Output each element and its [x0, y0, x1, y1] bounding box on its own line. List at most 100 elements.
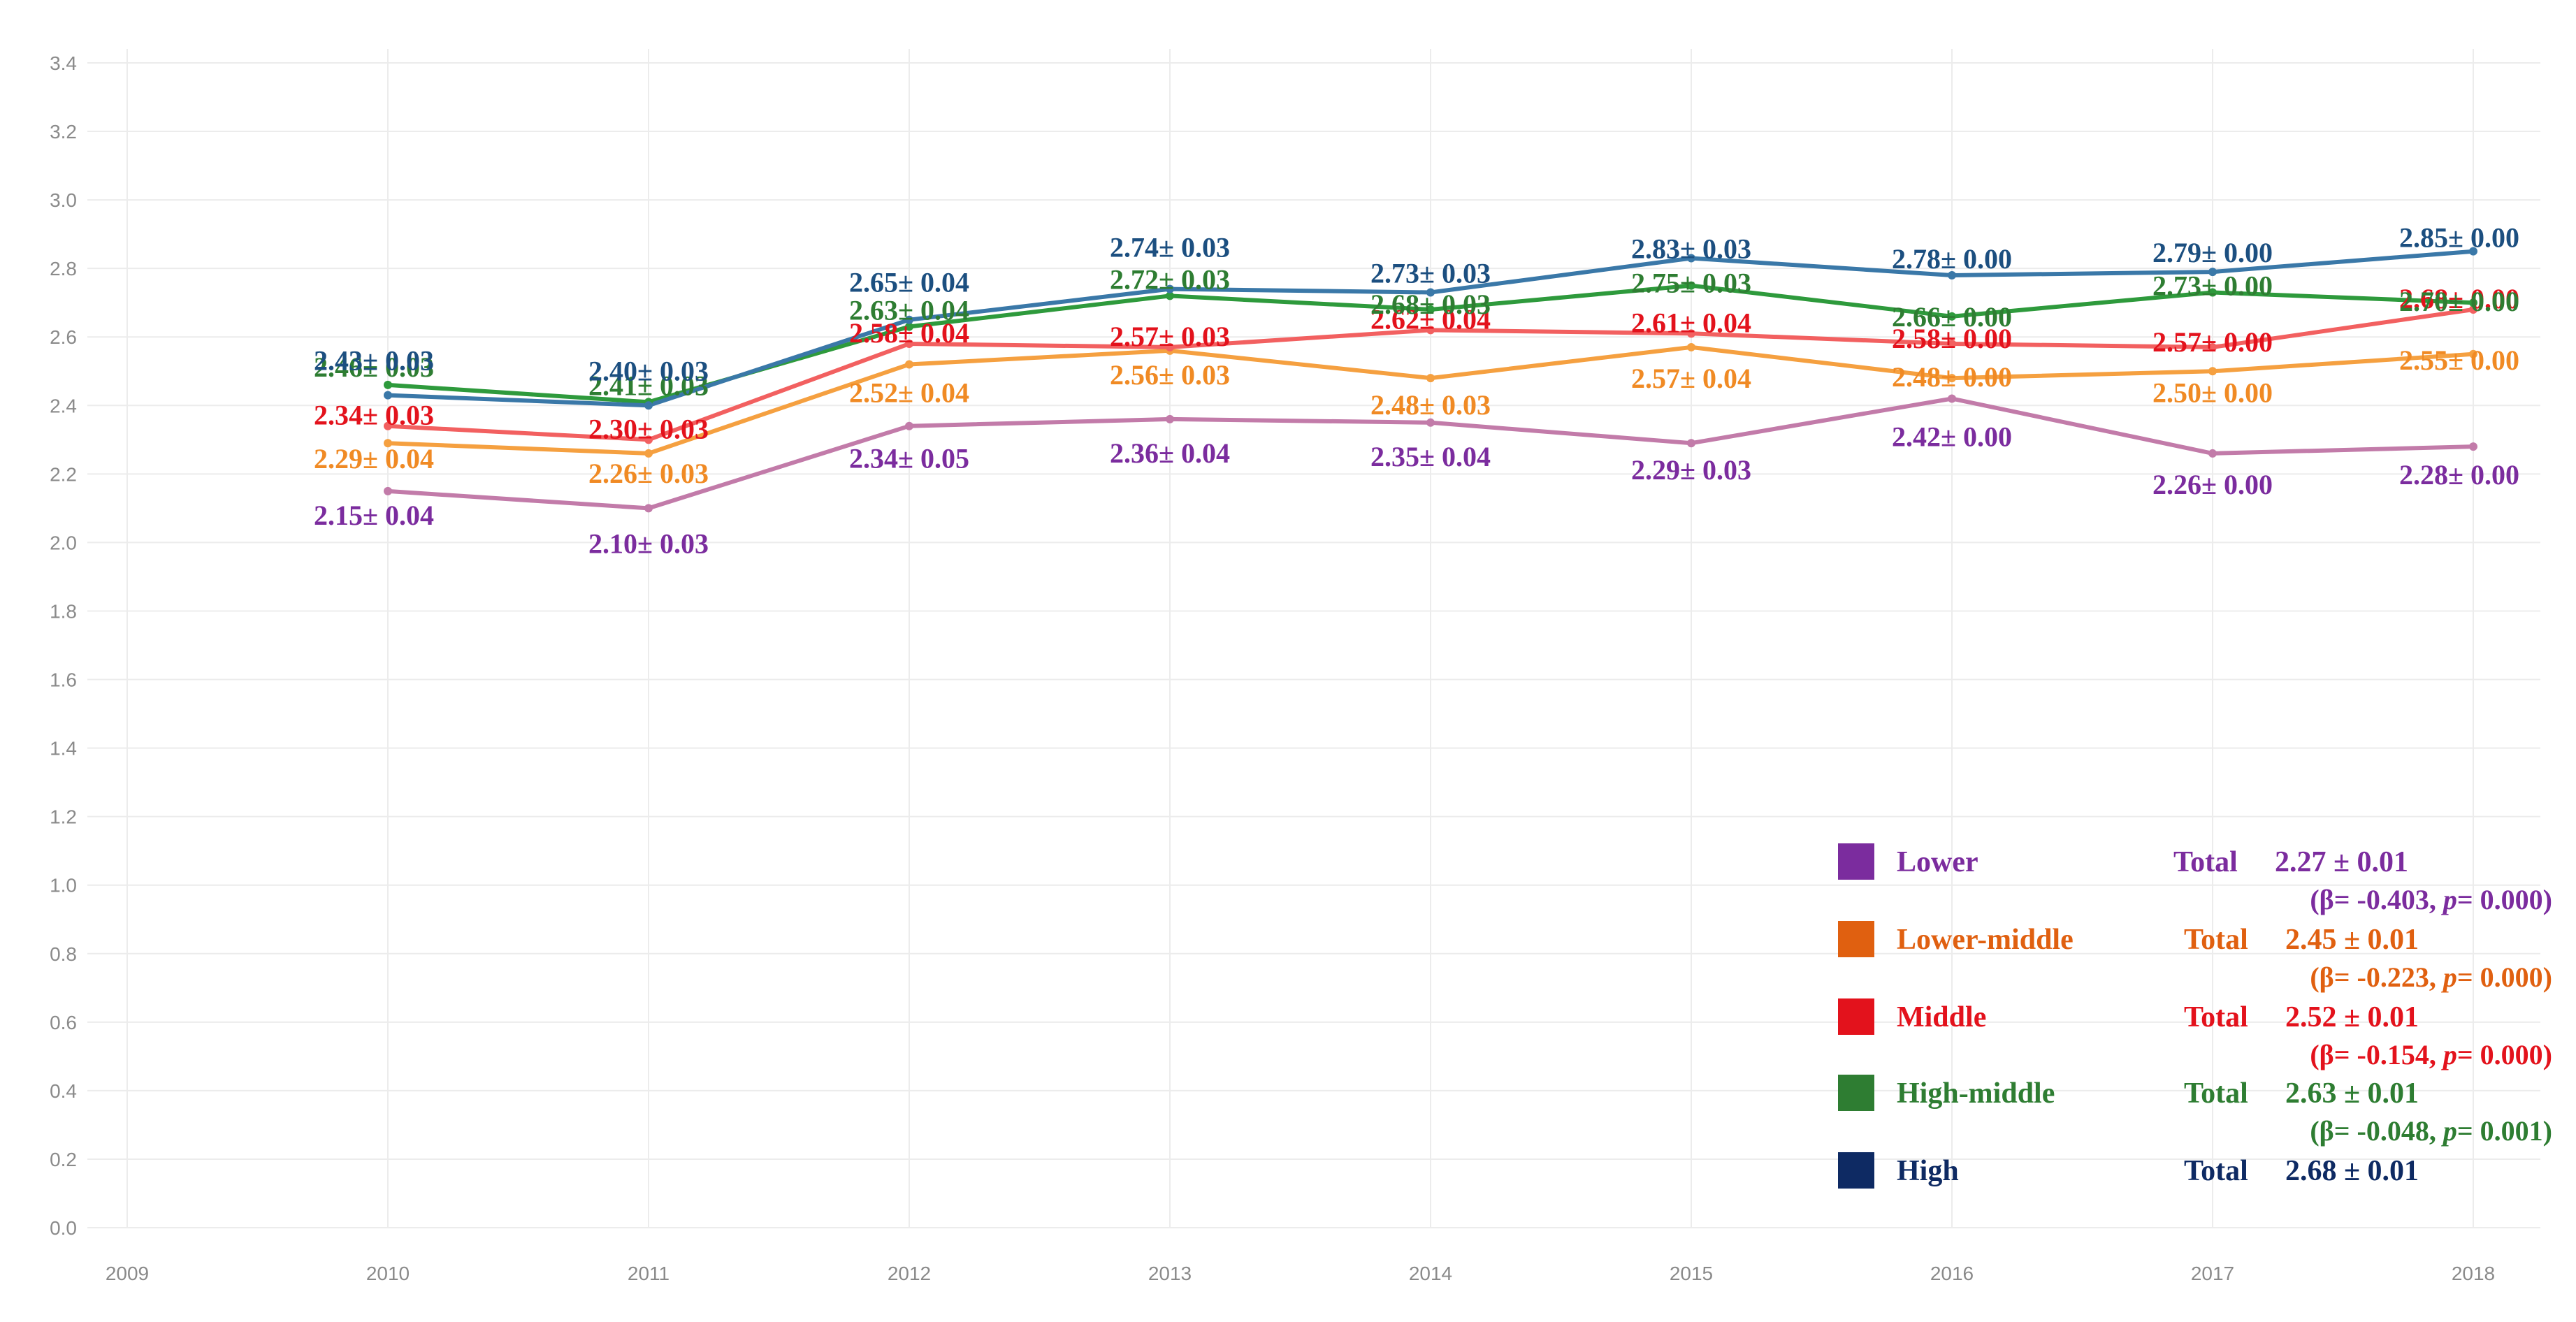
data-label-high: 2.65± 0.04: [849, 267, 969, 298]
data-point-middle: [1687, 329, 1695, 338]
data-point-lower: [644, 504, 653, 513]
data-point-high-middle: [2208, 288, 2217, 297]
legend-regression-stat: (β= -0.048, p= 0.001): [2310, 1115, 2552, 1147]
data-point-high: [384, 391, 392, 400]
legend-label-lower: Lower: [1897, 846, 1978, 878]
y-tick-label: 2.6: [50, 326, 77, 348]
data-label-middle: 2.58± 0.00: [1892, 323, 2012, 354]
x-tick-label: 2018: [2452, 1263, 2495, 1284]
data-label-high-middle: 2.72± 0.03: [1110, 263, 1230, 295]
data-label-middle: 2.57± 0.00: [2152, 326, 2273, 358]
data-label-lower-middle: 2.52± 0.04: [849, 377, 969, 408]
data-label-lower: 2.28± 0.00: [2399, 459, 2519, 491]
data-label-lower-middle: 2.56± 0.03: [1110, 359, 1230, 391]
y-tick-label: 1.4: [50, 738, 77, 760]
legend-total-word: Total: [2184, 1155, 2248, 1187]
stat-beta: (β= -0.223,: [2310, 961, 2443, 993]
data-point-high: [2469, 247, 2477, 256]
legend: Lower Total 2.27 ± 0.01(β= -0.403, p= 0.00…: [1838, 843, 2552, 1189]
y-tick-label: 2.2: [50, 463, 77, 485]
stat-p-value: = 0.000): [2457, 1039, 2552, 1070]
data-point-lower: [1948, 394, 1956, 403]
data-point-middle: [1166, 342, 1174, 351]
data-point-lower-middle: [905, 360, 913, 369]
stat-p-symbol: p: [2441, 1115, 2457, 1147]
data-label-lower: 2.36± 0.04: [1110, 437, 1230, 469]
data-label-lower: 2.15± 0.04: [314, 500, 434, 531]
data-label-high: 2.85± 0.00: [2399, 222, 2519, 254]
data-label-high: 2.83± 0.03: [1631, 233, 1751, 264]
stat-p-value: = 0.001): [2457, 1115, 2552, 1147]
legend-swatch-lower: [1838, 843, 1874, 880]
data-label-lower: 2.42± 0.00: [1892, 421, 2012, 452]
data-point-lower: [905, 421, 913, 430]
data-label-middle: 2.61± 0.04: [1631, 307, 1751, 338]
data-label-lower: 2.35± 0.04: [1370, 441, 1491, 472]
legend-swatch-high-middle: [1838, 1075, 1874, 1111]
y-tick-label: 1.2: [50, 806, 77, 828]
data-point-middle: [1426, 326, 1435, 335]
y-tick-label: 2.4: [50, 395, 77, 416]
data-point-lower: [1426, 418, 1435, 427]
data-label-lower-middle: 2.55± 0.00: [2399, 344, 2519, 376]
data-point-lower-middle: [384, 439, 392, 448]
y-tick-label: 0.8: [50, 943, 77, 965]
legend-total-value: 2.68 ± 0.01: [2285, 1155, 2419, 1187]
stat-p-value: = 0.000): [2457, 961, 2552, 993]
data-label-high-middle: 2.70± 0.00: [2399, 286, 2519, 317]
data-label-lower: 2.34± 0.05: [849, 443, 969, 474]
legend-label-high: High: [1897, 1155, 1959, 1187]
data-label-lower: 2.26± 0.00: [2152, 469, 2273, 500]
y-tick-label: 1.0: [50, 875, 77, 896]
data-label-high-middle: 2.41± 0.03: [588, 370, 709, 401]
data-point-middle: [644, 435, 653, 444]
y-tick-label: 2.0: [50, 532, 77, 553]
data-point-high-middle: [384, 380, 392, 389]
data-point-high: [1166, 284, 1174, 293]
data-label-lower-middle: 2.26± 0.03: [588, 458, 709, 489]
legend-regression-stat: (β= -0.223, p= 0.000): [2310, 961, 2552, 993]
data-label-high-middle: 2.46± 0.03: [314, 351, 434, 383]
x-tick-label: 2012: [888, 1263, 931, 1284]
legend-total-value: 2.63 ± 0.01: [2285, 1077, 2419, 1110]
data-point-middle: [1948, 340, 1956, 349]
x-tick-label: 2010: [366, 1263, 410, 1284]
data-label-high: 2.40± 0.03: [588, 355, 709, 386]
x-tick-label: 2013: [1148, 1263, 1192, 1284]
data-point-lower-middle: [1426, 374, 1435, 383]
stat-p-value: = 0.000): [2457, 884, 2552, 915]
y-tick-label: 0.6: [50, 1012, 77, 1033]
data-point-lower-middle: [1948, 374, 1956, 383]
x-tick-label: 2011: [628, 1263, 670, 1284]
data-label-lower-middle: 2.57± 0.04: [1631, 363, 1751, 394]
data-label-high: 2.43± 0.03: [314, 345, 434, 377]
data-label-high: 2.79± 0.00: [2152, 237, 2273, 268]
stat-p-symbol: p: [2441, 884, 2457, 915]
data-point-middle: [2208, 342, 2217, 351]
series-points: [384, 247, 2477, 513]
data-label-lower-middle: 2.50± 0.00: [2152, 377, 2273, 408]
y-tick-label: 0.2: [50, 1149, 77, 1170]
data-point-high: [644, 401, 653, 410]
data-label-middle: 2.68± 0.00: [2399, 283, 2519, 314]
data-label-lower: 2.29± 0.03: [1631, 454, 1751, 486]
data-point-lower: [2208, 449, 2217, 458]
data-point-high-middle: [1948, 312, 1956, 321]
legend-total-word: Total: [2184, 924, 2248, 956]
data-point-lower: [384, 486, 392, 495]
data-labels: 2.15± 0.04 2.10± 0.03 2.34± 0.05 2.36± 0.04…: [314, 222, 2519, 560]
data-point-lower-middle: [2208, 367, 2217, 376]
legend-total-word: Total: [2184, 1077, 2248, 1110]
y-tick-label: 1.8: [50, 600, 77, 622]
y-tick-label: 0.0: [50, 1217, 77, 1239]
legend-regression-stat: (β= -0.403, p= 0.000): [2310, 884, 2552, 915]
data-point-lower-middle: [2469, 349, 2477, 358]
data-label-high: 2.78± 0.00: [1892, 243, 2012, 275]
y-tick-label: 1.6: [50, 669, 77, 691]
data-point-middle: [384, 421, 392, 430]
x-axis-ticks: 2009 2010 2011 2012 2013 2014 2015 2016 2017 2018: [106, 1263, 2495, 1284]
stat-p-symbol: p: [2441, 1039, 2457, 1070]
data-label-lower-middle: 2.48± 0.03: [1370, 389, 1491, 421]
legend-label-lower-middle: Lower-middle: [1897, 924, 2074, 956]
